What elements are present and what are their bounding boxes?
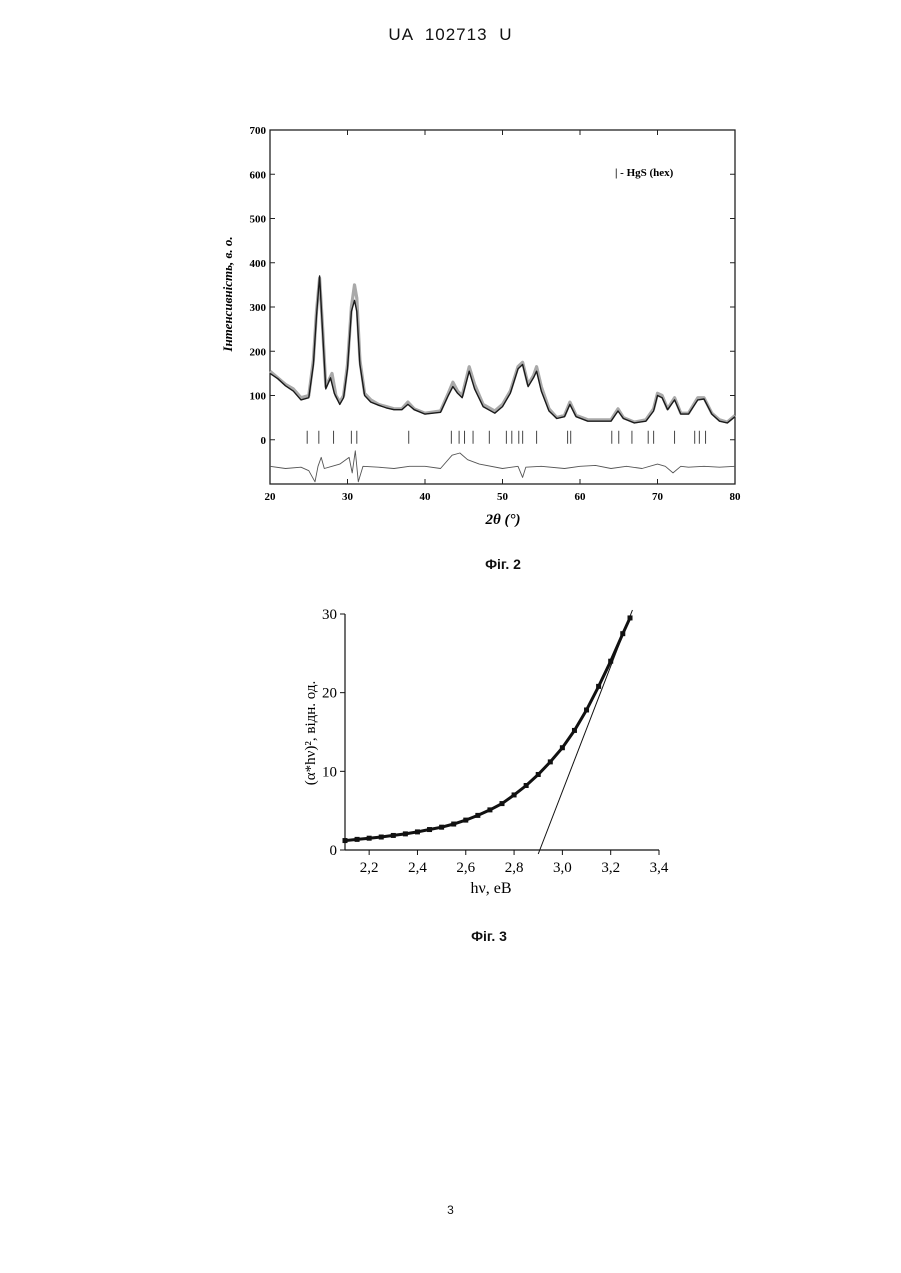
tauc-data-point [427,827,432,832]
tauc-chart: 2,2 2,4 2,6 2,8 3,0 3,2 3,4 0 10 20 30 (α*hν)², ві… [295,598,680,908]
patent-header: UA 102713 U [0,25,901,45]
xrd-legend: | - HgS (hex) [615,167,674,179]
tauc-x-tick-label: 3,4 [650,860,669,876]
tauc-plot-area: 2,2 2,4 2,6 2,8 3,0 3,2 3,4 0 10 20 30 [322,607,669,876]
xrd-y-tick-label: 300 [250,302,267,314]
tauc-data-point [500,801,505,806]
xrd-y-tick-label: 700 [250,125,267,137]
tauc-data-point [524,783,529,788]
tauc-data-point [379,835,384,840]
tauc-y-tick-label: 10 [322,764,337,780]
tauc-data-point [403,831,408,836]
tauc-data-point [572,728,577,733]
xrd-chart: 20 30 40 50 60 70 80 0 100 200 300 400 500 600 700 Інт… [215,112,750,552]
tauc-data-point [512,792,517,797]
tauc-data-point [560,745,565,750]
xrd-y-axis-label: Інтенсивність, в. о. [220,236,235,352]
tauc-y-tick-label: 0 [330,843,338,859]
xrd-y-tick-label: 100 [250,391,267,403]
xrd-x-tick-label: 50 [497,491,509,503]
tauc-data-point [439,825,444,830]
tauc-x-tick-label: 3,2 [601,860,620,876]
tauc-data-point [584,707,589,712]
page-number: 3 [0,1203,901,1217]
figure-3-caption: Фіг. 3 [389,928,589,944]
tauc-y-axis-label: (α*hν)², відн. од. [303,681,319,786]
xrd-x-tick-label: 20 [265,491,277,503]
xrd-x-tick-label: 70 [652,491,664,503]
xrd-x-tick-label: 80 [730,491,742,503]
tauc-x-tick-label: 3,0 [553,860,572,876]
xrd-plot-area: 20 30 40 50 60 70 80 0 100 200 300 400 500 600 700 [250,125,742,503]
xrd-y-tick-label: 500 [250,214,267,226]
tauc-y-tick-label: 20 [322,686,337,702]
tauc-linear-fit-line [538,610,632,854]
tauc-x-tick-label: 2,6 [456,860,475,876]
tauc-data-point [415,829,420,834]
tauc-data-point [596,684,601,689]
xrd-x-tick-label: 30 [342,491,354,503]
xrd-y-tick-label: 0 [261,435,267,447]
tauc-data-point [343,838,348,843]
tauc-data-point [548,759,553,764]
tauc-x-tick-label: 2,2 [360,860,379,876]
xrd-y-tick-label: 600 [250,169,267,181]
tauc-x-tick-label: 2,8 [505,860,524,876]
tauc-data-point [367,836,372,841]
xrd-legend-label: | - HgS (hex) [615,167,674,179]
tauc-data-point [536,772,541,777]
tauc-x-axis-label: hν, еВ [470,880,511,897]
tauc-x-tick-label: 2,4 [408,860,427,876]
tauc-measured-curve [345,618,630,841]
figure-2-caption: Фіг. 2 [403,556,603,572]
xrd-x-axis-label: 2θ (°) [484,512,520,528]
xrd-difference-line [270,451,735,482]
xrd-y-tick-label: 200 [250,346,267,358]
tauc-data-point [463,818,468,823]
tauc-y-tick-label: 30 [322,607,337,623]
xrd-frame [270,130,735,484]
tauc-data-point [391,833,396,838]
tauc-data-point [475,813,480,818]
xrd-observed-line [270,278,735,422]
tauc-data-point [355,837,360,842]
xrd-x-tick-label: 40 [420,491,432,503]
tauc-data-point [451,822,456,827]
xrd-x-tick-label: 60 [575,491,587,503]
xrd-y-tick-label: 400 [250,258,267,270]
tauc-data-point [487,807,492,812]
